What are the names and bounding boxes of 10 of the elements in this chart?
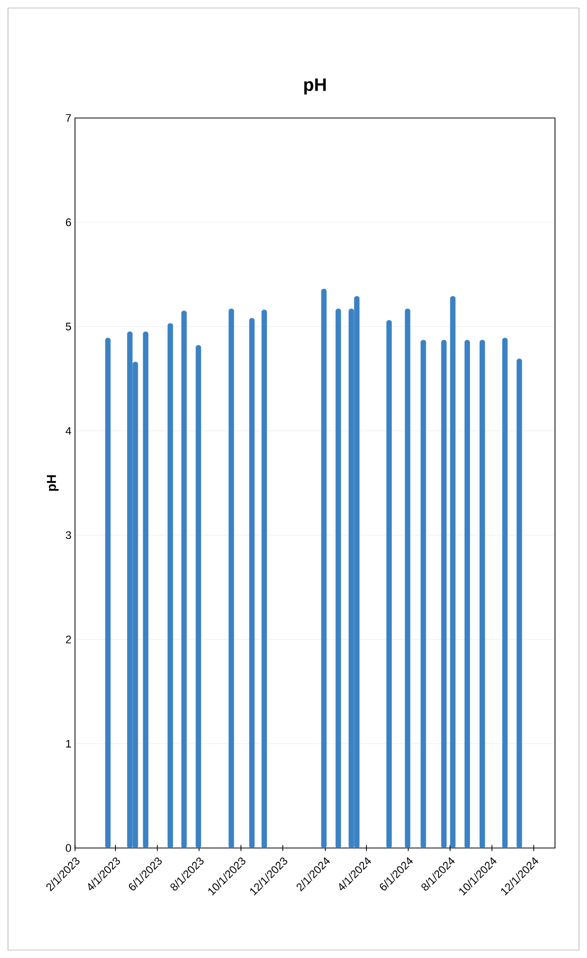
y-tick-label: 5: [66, 322, 72, 330]
y-axis-title: pH: [46, 475, 59, 491]
y-tick-label: 1: [66, 740, 71, 748]
chart-title: pH: [304, 78, 326, 95]
y-tick-label: 7: [66, 114, 71, 122]
y-tick-label: 2: [66, 636, 71, 644]
y-tick-label: 3: [66, 531, 71, 540]
y-tick-label: 0: [66, 844, 72, 852]
y-tick-label: 4: [66, 427, 72, 435]
y-tick-label: 6: [66, 218, 71, 226]
